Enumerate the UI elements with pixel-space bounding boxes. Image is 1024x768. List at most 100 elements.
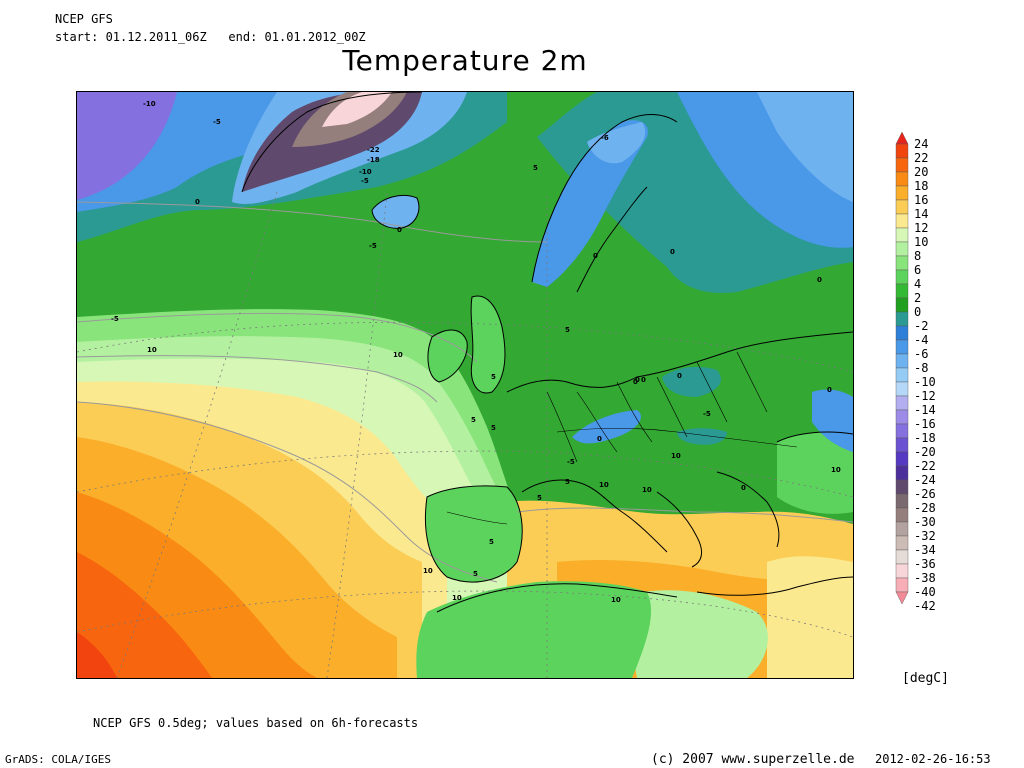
iberia-green <box>425 485 523 582</box>
colorbar-swatch <box>895 409 909 425</box>
graticule-line <box>326 191 388 678</box>
colorbar-tick-label: -40 <box>914 585 936 599</box>
colorbar-tick-label: 12 <box>914 221 928 235</box>
colorbar-tick-label: 16 <box>914 193 928 207</box>
isotherm-line <box>77 401 498 583</box>
contour-label: 5 <box>489 538 494 546</box>
contour-label: 5 <box>471 416 476 424</box>
contour-label: -5 <box>111 315 119 323</box>
colorbar-swatch <box>895 157 909 173</box>
turkey <box>777 432 853 514</box>
north-european-coast <box>506 331 853 393</box>
colorbar-tick-label: -4 <box>914 333 928 347</box>
contour-label: 0 <box>635 376 640 384</box>
contour-label: 10 <box>671 452 681 460</box>
border-line <box>446 511 508 525</box>
border-line <box>696 361 728 423</box>
contour-labels: -10 -5 -22 -18 -10 -5 0 0 -5 -5 5 10 10 … <box>111 100 841 604</box>
software-credit: GrADS: COLA/IGES <box>5 753 111 766</box>
contour-label: 0 <box>641 376 646 384</box>
model-name: NCEP GFS <box>55 12 113 26</box>
band-18-20 <box>77 552 212 678</box>
alps-cold <box>572 410 641 444</box>
plot-title: Temperature 2m <box>342 44 588 77</box>
colorbar-swatch <box>895 577 909 593</box>
contour-label: -5 <box>361 177 369 185</box>
colorbar-tick-label: -24 <box>914 473 936 487</box>
colorbar-tick-label: -38 <box>914 571 936 585</box>
colorbar-tick-label: 22 <box>914 151 928 165</box>
forecast-period: start: 01.12.2011_06Z end: 01.01.2012_00… <box>55 30 366 44</box>
north-africa-green <box>633 590 768 678</box>
greenland-coast <box>241 92 423 193</box>
contour-label: 10 <box>642 486 652 494</box>
colorbar-tick-label: 6 <box>914 263 921 277</box>
colorbar-swatch <box>895 535 909 551</box>
caucasus-cold <box>812 389 853 452</box>
colorbar-tick-label: -8 <box>914 361 928 375</box>
contour-label: 0 <box>593 252 598 260</box>
contour-label: -10 <box>359 168 372 176</box>
colorbar-swatch <box>895 353 909 369</box>
contour-label: 10 <box>831 466 841 474</box>
coldest-zone-ne <box>757 92 853 202</box>
contour-label: 5 <box>533 164 538 172</box>
iceland <box>372 195 419 229</box>
colorbar-swatch <box>895 367 909 383</box>
isotherm-line <box>77 312 478 363</box>
colorbar-swatch <box>895 185 909 201</box>
contour-label: 5 <box>537 494 542 502</box>
colorbar-swatch <box>895 521 909 537</box>
colorbar-tick-label: -30 <box>914 515 936 529</box>
contour-label: -10 <box>143 100 156 108</box>
colorbar-tick-label: -32 <box>914 529 936 543</box>
colorbar-swatch <box>895 493 909 509</box>
contour-label: -5 <box>213 118 221 126</box>
contour-label: 0 <box>633 378 638 386</box>
ireland-coast <box>427 329 468 383</box>
graticule-line <box>116 191 278 678</box>
colorbar-tick-label: 10 <box>914 235 928 249</box>
colorbar-swatch <box>895 241 909 257</box>
isotherm-line <box>77 201 548 243</box>
contour-label: 0 <box>397 226 402 234</box>
contour-label: 10 <box>452 594 462 602</box>
colorbar-swatch <box>895 131 909 145</box>
ireland <box>427 330 468 382</box>
morocco-algeria-green <box>416 581 652 678</box>
contour-label: 10 <box>423 567 433 575</box>
contour-label: 0 <box>827 386 832 394</box>
temperature-map-canvas: -10 -5 -22 -18 -10 -5 0 0 -5 -5 5 10 10 … <box>77 92 853 678</box>
colorbar-swatch <box>895 479 909 495</box>
border-line <box>616 381 653 443</box>
colorbar-tick-label: -12 <box>914 389 936 403</box>
colorbar-tick-label: -10 <box>914 375 936 389</box>
colorbar-swatch <box>895 269 909 285</box>
colorbar-tick-label: -34 <box>914 543 936 557</box>
north-africa-coast <box>436 583 678 613</box>
contour-label: 5 <box>491 373 496 381</box>
border-line <box>556 427 798 448</box>
colorbar-swatch <box>895 591 909 605</box>
contour-label: 10 <box>599 481 609 489</box>
colorbar-swatch <box>895 255 909 271</box>
colorbar-tick-label: 2 <box>914 291 921 305</box>
contour-label: 0 <box>817 276 822 284</box>
colorbar-tick-label: -14 <box>914 403 936 417</box>
colorbar-tick-label: -6 <box>914 347 928 361</box>
graticule-line <box>77 590 853 638</box>
lapland-cold <box>587 122 646 164</box>
colorbar-tick-label: 14 <box>914 207 928 221</box>
contour-label: -5 <box>369 242 377 250</box>
coastlines <box>241 92 853 613</box>
contour-label: -5 <box>567 458 575 466</box>
colorbar-unit: [degC] <box>902 671 949 686</box>
colorbar-swatch <box>895 423 909 439</box>
colorbar-swatch <box>895 507 909 523</box>
colorbar-tick-label: 0 <box>914 305 921 319</box>
colorbar-tick-label: -42 <box>914 599 936 613</box>
colorbar-swatch <box>895 311 909 327</box>
france-italy-coast <box>521 479 668 553</box>
contour-label: 10 <box>147 346 157 354</box>
border-line <box>736 351 768 413</box>
